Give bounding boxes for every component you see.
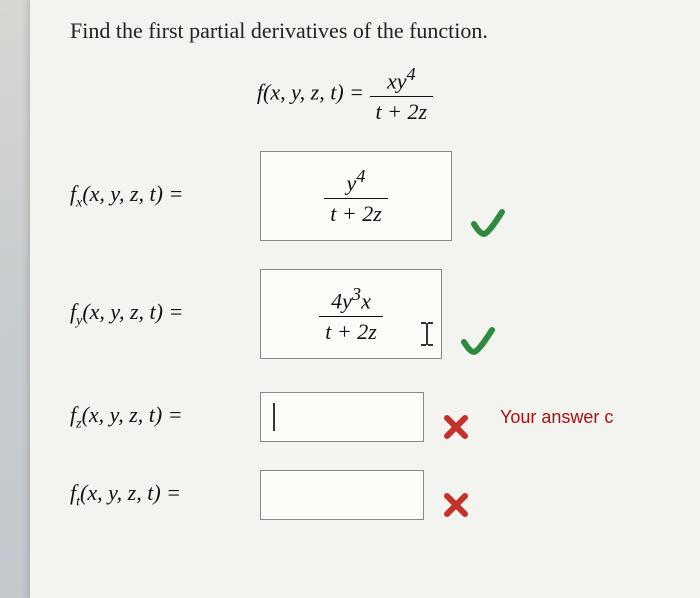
- answer-input[interactable]: [260, 392, 424, 442]
- worksheet-page: Find the first partial derivatives of th…: [30, 0, 700, 598]
- main-function: f(x, y, z, t) = xy4 t + 2z: [70, 64, 700, 125]
- answer-input[interactable]: y4 t + 2z: [260, 151, 452, 241]
- main-den: t + 2z: [370, 97, 434, 125]
- derivative-label: fz(x, y, z, t) =: [70, 402, 260, 432]
- checkmark-icon: [470, 152, 506, 240]
- question-prompt: Find the first partial derivatives of th…: [70, 18, 700, 44]
- answer-box-wrap: 4y3x t + 2z: [260, 269, 442, 359]
- answer-box-wrap: y4 t + 2z: [260, 151, 452, 241]
- cross-icon: [442, 471, 470, 519]
- cross-icon: [442, 393, 470, 441]
- answer-box-wrap: [260, 470, 424, 520]
- answer-row: fx(x, y, z, t) = y4 t + 2z: [70, 151, 700, 241]
- checkmark-icon: [460, 270, 496, 358]
- derivative-label: ft(x, y, z, t) =: [70, 480, 260, 510]
- feedback-text: Your answer c: [500, 407, 613, 428]
- derivative-label: fy(x, y, z, t) =: [70, 299, 260, 329]
- main-num: xy4: [370, 64, 434, 97]
- answer-input[interactable]: 4y3x t + 2z: [260, 269, 442, 359]
- answer-input[interactable]: [260, 470, 424, 520]
- answer-row: ft(x, y, z, t) =: [70, 465, 700, 525]
- answer-row: fz(x, y, z, t) = Your answer c: [70, 387, 700, 447]
- text-cursor: [273, 403, 275, 431]
- answer-box-wrap: [260, 392, 424, 442]
- derivative-label: fx(x, y, z, t) =: [70, 181, 260, 211]
- main-fraction: xy4 t + 2z: [370, 64, 434, 125]
- main-lhs: f(x, y, z, t) =: [257, 80, 370, 105]
- answer-row: fy(x, y, z, t) = 4y3x t + 2z: [70, 269, 700, 359]
